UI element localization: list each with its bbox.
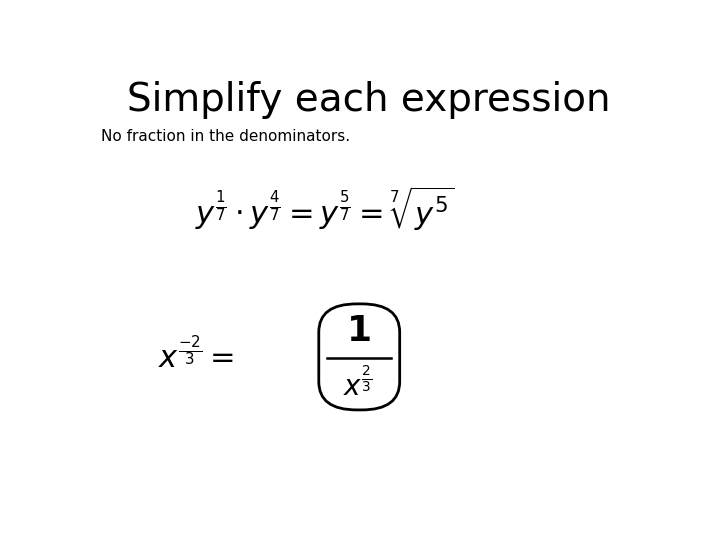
Text: $y^{\frac{1}{7}} \cdot y^{\frac{4}{7}} = y^{\frac{5}{7}} = \sqrt[7]{y^{5}}$: $y^{\frac{1}{7}} \cdot y^{\frac{4}{7}} =… bbox=[194, 184, 454, 233]
Text: $\mathbf{1}$: $\mathbf{1}$ bbox=[346, 314, 370, 348]
Text: Simplify each expression: Simplify each expression bbox=[127, 82, 611, 119]
FancyBboxPatch shape bbox=[319, 304, 400, 410]
Text: $x^{\frac{-2}{3}} =$: $x^{\frac{-2}{3}} =$ bbox=[158, 337, 234, 375]
Text: $x^{\frac{2}{3}}$: $x^{\frac{2}{3}}$ bbox=[343, 368, 372, 402]
Text: No fraction in the denominators.: No fraction in the denominators. bbox=[101, 129, 351, 144]
